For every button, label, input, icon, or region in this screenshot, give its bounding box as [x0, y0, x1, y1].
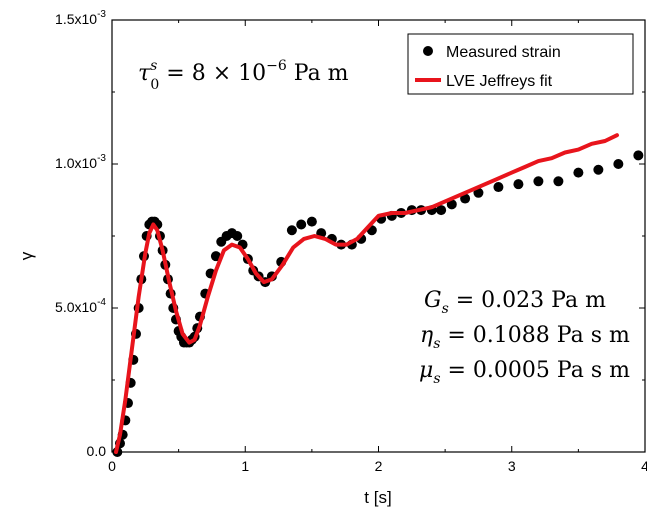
measured-strain-point — [493, 182, 504, 193]
lve-jeffreys-fit-line — [114, 133, 619, 454]
param-eta-symbol: η — [420, 323, 433, 348]
tau-subscript: 0 — [150, 77, 159, 93]
x-tick-label: 1 — [241, 458, 249, 474]
param-g: Gs = 0.023 Pa m — [424, 288, 606, 317]
measured-strain-point — [573, 167, 584, 178]
measured-strain-point — [460, 193, 471, 204]
param-g-symbol: G — [424, 288, 442, 313]
x-tick-label: 2 — [375, 458, 383, 474]
measured-strain-point — [436, 205, 447, 216]
tau-exponent: −6 — [266, 58, 287, 74]
x-axis-label: t [s] — [364, 488, 391, 507]
y-tick-label: 1.0x10-3 — [55, 153, 106, 171]
x-tick-label: 0 — [108, 458, 116, 474]
param-mu: μs = 0.0005 Pa s m — [419, 358, 630, 387]
y-tick-label: 0.0 — [87, 443, 107, 459]
tick-label-group: 0 1 2 3 4 0.0 5.0x10-4 1.0x10-3 1.5x10-3 — [55, 9, 647, 474]
measured-strain-point — [210, 251, 221, 262]
tau-symbol: τ — [138, 61, 151, 86]
x-tick-label: 4 — [641, 458, 647, 474]
legend-marker-measured — [423, 46, 433, 56]
measured-strain-point — [306, 216, 317, 227]
tau-annotation: τs 0 = 8 × 10−6 Pa m — [138, 58, 349, 93]
param-g-value: = 0.023 Pa m — [449, 288, 606, 313]
legend-box — [407, 33, 634, 95]
param-mu-subscript: s — [433, 371, 440, 387]
y-axis-label: γ — [17, 251, 36, 260]
param-mu-symbol: μ — [419, 358, 433, 383]
measured-strain-point — [593, 164, 604, 175]
legend: Measured strain LVE Jeffreys fit — [407, 33, 634, 95]
param-mu-value: = 0.0005 Pa s m — [441, 358, 631, 383]
param-g-subscript: s — [442, 301, 449, 317]
param-eta-subscript: s — [433, 336, 440, 352]
y-tick-label: 1.5x10-3 — [55, 9, 106, 27]
measured-strain-point — [513, 179, 524, 190]
tau-value: = 8 × 10 — [159, 61, 266, 86]
measured-strain-point — [553, 176, 564, 187]
measured-strain-point — [286, 225, 297, 236]
x-tick-label: 3 — [508, 458, 516, 474]
measured-strain-point — [232, 231, 243, 241]
tau-superscript: s — [150, 58, 157, 74]
param-eta: ηs = 0.1088 Pa s m — [420, 323, 630, 352]
measured-strain-point — [296, 219, 307, 230]
tau-unit: Pa m — [287, 61, 349, 86]
series-layer — [112, 133, 644, 457]
measured-strain-point — [613, 159, 624, 169]
legend-label-fit: LVE Jeffreys fit — [446, 73, 553, 90]
param-eta-value: = 0.1088 Pa s m — [440, 323, 630, 348]
measured-strain-point — [533, 176, 544, 187]
y-tick-label: 5.0x10-4 — [55, 297, 106, 315]
measured-strain-point — [446, 199, 457, 210]
legend-label-measured: Measured strain — [446, 44, 561, 61]
measured-strain-point — [633, 150, 644, 161]
